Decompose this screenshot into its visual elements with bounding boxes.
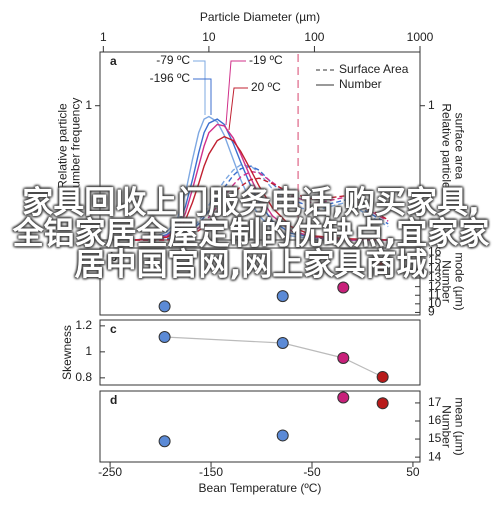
- panel-frame: [99, 247, 421, 316]
- data-point: [276, 337, 289, 350]
- axis-label: number frequency: [69, 98, 83, 195]
- series-label: -79 ºC: [156, 53, 190, 67]
- data-point: [158, 331, 171, 344]
- axis-label: Number: [439, 405, 453, 448]
- axis-label: mode (µm): [452, 252, 466, 310]
- x-tick-label: 50: [406, 465, 420, 479]
- x-tick-label: 1000: [407, 30, 434, 44]
- data-point: [337, 281, 350, 294]
- x-axis-label: Particle Diameter (µm): [200, 10, 320, 24]
- number-curve: [134, 115, 389, 241]
- data-point: [376, 397, 389, 410]
- x-tick-label: -250: [98, 465, 122, 479]
- number-curve: [135, 118, 389, 241]
- y-tick-label: 15: [428, 431, 442, 445]
- legend-label: Surface Area: [339, 62, 409, 76]
- x-tick-label: 10: [202, 30, 216, 44]
- y-tick-label: 10: [428, 296, 442, 310]
- leader-line: [193, 78, 212, 115]
- y-tick-label: 0: [85, 232, 92, 246]
- trend-line: [164, 336, 383, 378]
- surface-area-curve: [135, 165, 389, 241]
- x-tick-label: -50: [303, 465, 321, 479]
- panel-label: d: [110, 393, 117, 407]
- panel-frame: [99, 319, 421, 386]
- x-axis-label: Bean Temperature (ºC): [199, 481, 322, 495]
- panel-label: b: [110, 250, 117, 264]
- x-tick-label: 100: [304, 30, 324, 44]
- data-point: [158, 300, 171, 313]
- data-point: [337, 351, 350, 364]
- panel-label: c: [110, 322, 117, 336]
- data-point: [276, 429, 289, 442]
- y-tick-label: 17: [428, 395, 442, 409]
- surface-area-curve: [135, 177, 389, 241]
- number-curve: [135, 135, 389, 241]
- y-tick-label: 9: [428, 305, 435, 319]
- y-tick-label: 13: [428, 270, 442, 284]
- y-tick-label: 14: [428, 262, 442, 276]
- axis-label: Relative particle: [56, 103, 70, 189]
- series-label: -19 ºC: [249, 53, 283, 67]
- leader-line: [228, 87, 248, 131]
- leader-line: [193, 60, 206, 115]
- panel-frame: [99, 51, 421, 241]
- series-label: -196 ºC: [150, 71, 191, 85]
- y-tick-label: 14: [428, 449, 442, 463]
- y-tick-label: 16: [428, 413, 442, 427]
- y-tick-label: 11: [428, 287, 441, 301]
- series-label: 20 ºC: [251, 80, 281, 94]
- panel-frame: [99, 390, 421, 463]
- axis-label: mean (µm): [452, 397, 466, 455]
- x-tick-label: 1: [100, 30, 107, 44]
- y2-tick-label: 1: [428, 98, 435, 112]
- x-tick-label: -150: [199, 465, 223, 479]
- axis-label: surface area: [452, 113, 466, 180]
- axis-label: Number: [439, 260, 453, 303]
- data-point: [376, 259, 389, 272]
- y-tick-label: 12: [428, 279, 442, 293]
- panel-label: a: [110, 54, 117, 68]
- y-tick-label: 15: [428, 253, 442, 267]
- overlay-text: 家具回收上门服务电话,购买家具,全铝家居全屋定制的优缺点,宜家家居中国官网,网上…: [12, 185, 490, 283]
- leader-line: [225, 60, 246, 126]
- legend-label: Number: [339, 77, 382, 91]
- y-tick-label: 16: [428, 244, 442, 258]
- axis-label: Skewness: [60, 325, 74, 380]
- data-point: [158, 435, 171, 448]
- y-tick-label: 0.8: [75, 370, 92, 384]
- data-point: [276, 290, 289, 303]
- data-point: [337, 391, 350, 404]
- y-tick-label: 1.2: [75, 318, 92, 332]
- y-tick-label: 1: [85, 98, 92, 112]
- axis-label: Relative particle: [439, 103, 453, 189]
- data-point: [376, 370, 389, 383]
- y-tick-label: 1: [85, 344, 92, 358]
- number-curve: [135, 123, 389, 241]
